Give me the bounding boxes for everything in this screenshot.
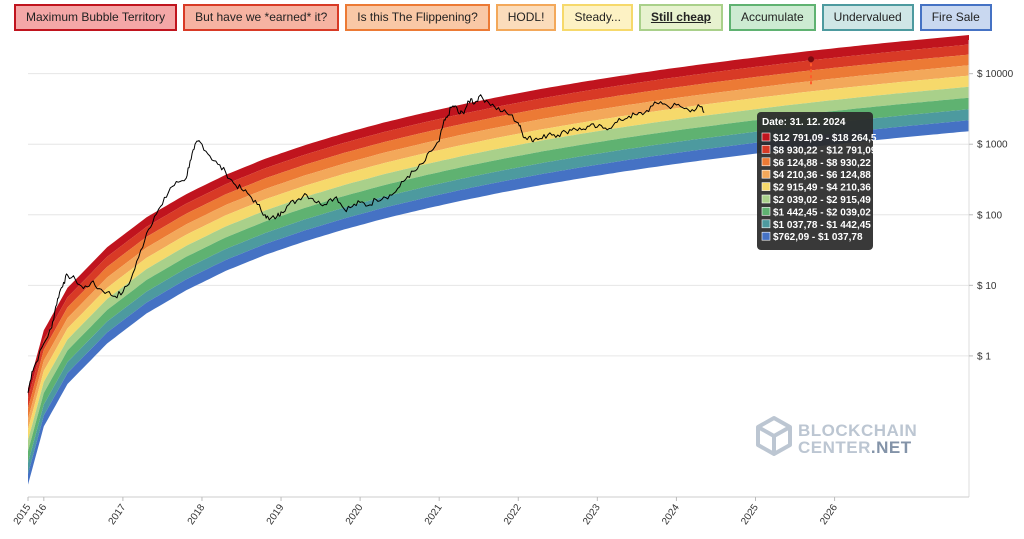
x-tick-label: 2018 (186, 502, 208, 527)
date-marker (808, 56, 814, 85)
watermark-line1: BLOCKCHAIN (798, 421, 917, 440)
y-axis: $ 1 $ 10 $ 100 $ 1000 $ 10000 (968, 40, 1014, 497)
tooltip-row: $1 442,45 - $2 039,02 (773, 207, 871, 218)
band-8 (28, 109, 969, 474)
tooltip-row: $6 124,88 - $8 930,22 (773, 158, 871, 169)
x-tick-label: 2026 (818, 502, 840, 527)
tooltip-row: $2 915,49 - $4 210,36 (773, 183, 871, 194)
legend-button-2[interactable]: But have we *earned* it? (183, 4, 340, 31)
legend-button-3[interactable]: Is this The Flippening? (345, 4, 490, 31)
legend-button-9[interactable]: Fire Sale (919, 4, 992, 31)
band-5 (28, 75, 969, 441)
legend-button-7[interactable]: Accumulate (728, 4, 816, 31)
tooltip-row: $12 791,09 - $18 264,5 (773, 133, 877, 144)
legend-button-8[interactable]: Undervalued (821, 4, 914, 31)
tooltip-swatch (761, 231, 771, 241)
band-legend: Maximum Bubble Territory But have we *ear… (14, 4, 992, 32)
tooltip-date: Date: 31. 12. 2024 (762, 117, 846, 128)
tooltip-rows: $12 791,09 - $18 264,5$8 930,22 - $12 79… (761, 132, 877, 243)
y-tick-label: $ 10 (977, 281, 997, 292)
tooltip-swatch (761, 169, 771, 179)
marker-dot (808, 56, 814, 63)
band-7 (28, 97, 969, 463)
tooltip-swatch (761, 145, 771, 154)
tooltip-row: $762,09 - $1 037,78 (773, 232, 863, 243)
tooltip: Date: 31. 12. 2024 $12 791,09 - $18 264,… (757, 112, 877, 250)
legend-button-4[interactable]: HODL! (495, 4, 557, 31)
watermark: BLOCKCHAIN CENTER.NET (756, 416, 917, 457)
y-tick-label: $ 100 (977, 210, 1002, 221)
tooltip-swatch (761, 182, 771, 191)
price-series (27, 94, 705, 393)
tooltip-row: $1 037,78 - $1 442,45 (773, 220, 871, 231)
tooltip-row: $2 039,02 - $2 915,49 (773, 195, 871, 206)
legend-button-5[interactable]: Steady... (562, 4, 633, 31)
cube-logo-icon (756, 416, 792, 456)
band-6 (28, 86, 969, 452)
y-tick-label: $ 10000 (977, 69, 1014, 80)
tooltip-row: $8 930,22 - $12 791,09 (773, 145, 877, 156)
tooltip-box (757, 112, 873, 250)
tooltip-swatch (761, 157, 771, 167)
tooltip-swatch (761, 194, 771, 204)
legend-button-1[interactable]: Maximum Bubble Territory (14, 4, 178, 31)
x-tick-label: 2023 (581, 502, 603, 527)
watermark-line2: CENTER.NET (798, 438, 912, 457)
x-tick-label: 2020 (344, 502, 366, 527)
watermark-name: CENTER (798, 438, 871, 457)
x-tick-label: 2025 (739, 502, 761, 527)
tooltip-swatch (761, 132, 771, 142)
x-tick-label: 2022 (502, 502, 524, 527)
y-tick-label: $ 1 (977, 351, 991, 362)
x-tick-label: 2017 (107, 502, 129, 527)
x-tick-label: 2021 (423, 502, 445, 527)
tooltip-swatch (761, 219, 771, 229)
price-line (27, 94, 705, 393)
x-tick-label: 2024 (660, 502, 682, 527)
watermark-suffix: .NET (871, 438, 912, 457)
y-tick-label: $ 1000 (977, 140, 1008, 151)
legend-button-6[interactable]: Still cheap (638, 4, 723, 31)
rainbow-bands (28, 35, 969, 485)
tooltip-swatch (761, 207, 771, 216)
x-tick-label: 2019 (265, 502, 287, 527)
x-tick-label: 2016 (27, 502, 49, 527)
tooltip-row: $4 210,36 - $6 124,88 (773, 170, 871, 181)
